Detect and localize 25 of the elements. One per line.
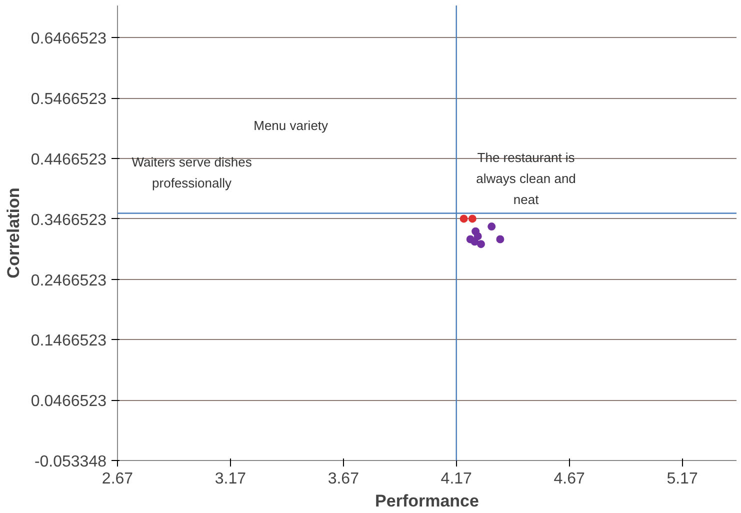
x-tick-label: 3.67	[328, 470, 360, 488]
point	[474, 232, 482, 240]
x-tick-label: 4.17	[440, 470, 472, 488]
x-tick-label: 2.67	[102, 470, 134, 488]
y-tick-label: 0.2466523	[30, 272, 107, 290]
y-tick-label: 0.3466523	[30, 212, 107, 229]
point	[468, 214, 476, 223]
x-tick-label: 3.17	[214, 470, 246, 488]
y-tick-label: 0.1466523	[30, 332, 107, 350]
point	[476, 240, 485, 248]
point	[496, 235, 504, 244]
y-tick-label: 0.5466523	[30, 91, 107, 108]
x-axis-title: Performance	[375, 492, 479, 510]
y-tick-label: 0.4466523	[30, 152, 107, 169]
y-tick-label: -0.053348	[34, 454, 107, 470]
y-tick-label: 0.0466523	[30, 393, 107, 410]
point	[466, 235, 474, 244]
annotation: Waiters serve dishes professionally	[132, 154, 252, 190]
y-axis-title: Correlation	[4, 188, 23, 278]
annotation: Menu variety	[254, 118, 329, 133]
point	[460, 214, 468, 223]
y-tick-label: 0.6466523	[30, 30, 107, 48]
x-tick-label: 4.67	[554, 470, 585, 488]
point	[488, 222, 496, 231]
x-tick-label: 5.17	[666, 470, 698, 488]
